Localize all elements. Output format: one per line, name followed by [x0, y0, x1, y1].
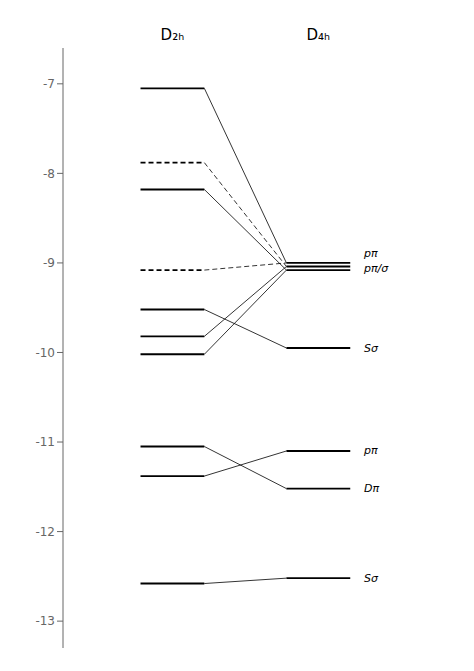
svg-text:Sσ: Sσ	[364, 572, 379, 585]
svg-text:-9: -9	[43, 256, 55, 270]
svg-text:pπ: pπ	[363, 247, 378, 260]
svg-text:D₂ₕ: D₂ₕ	[161, 26, 185, 44]
svg-text:-13: -13	[35, 614, 55, 628]
svg-text:pπ: pπ	[363, 444, 378, 457]
svg-text:D₄ₕ: D₄ₕ	[307, 26, 331, 44]
svg-text:Dπ: Dπ	[364, 482, 379, 495]
svg-text:pπ/σ: pπ/σ	[363, 262, 389, 275]
svg-text:-7: -7	[43, 77, 55, 91]
svg-text:Sσ: Sσ	[364, 342, 379, 355]
svg-text:-8: -8	[43, 167, 55, 181]
svg-text:-12: -12	[35, 525, 55, 539]
svg-text:-10: -10	[35, 346, 55, 360]
svg-text:-11: -11	[35, 435, 55, 449]
